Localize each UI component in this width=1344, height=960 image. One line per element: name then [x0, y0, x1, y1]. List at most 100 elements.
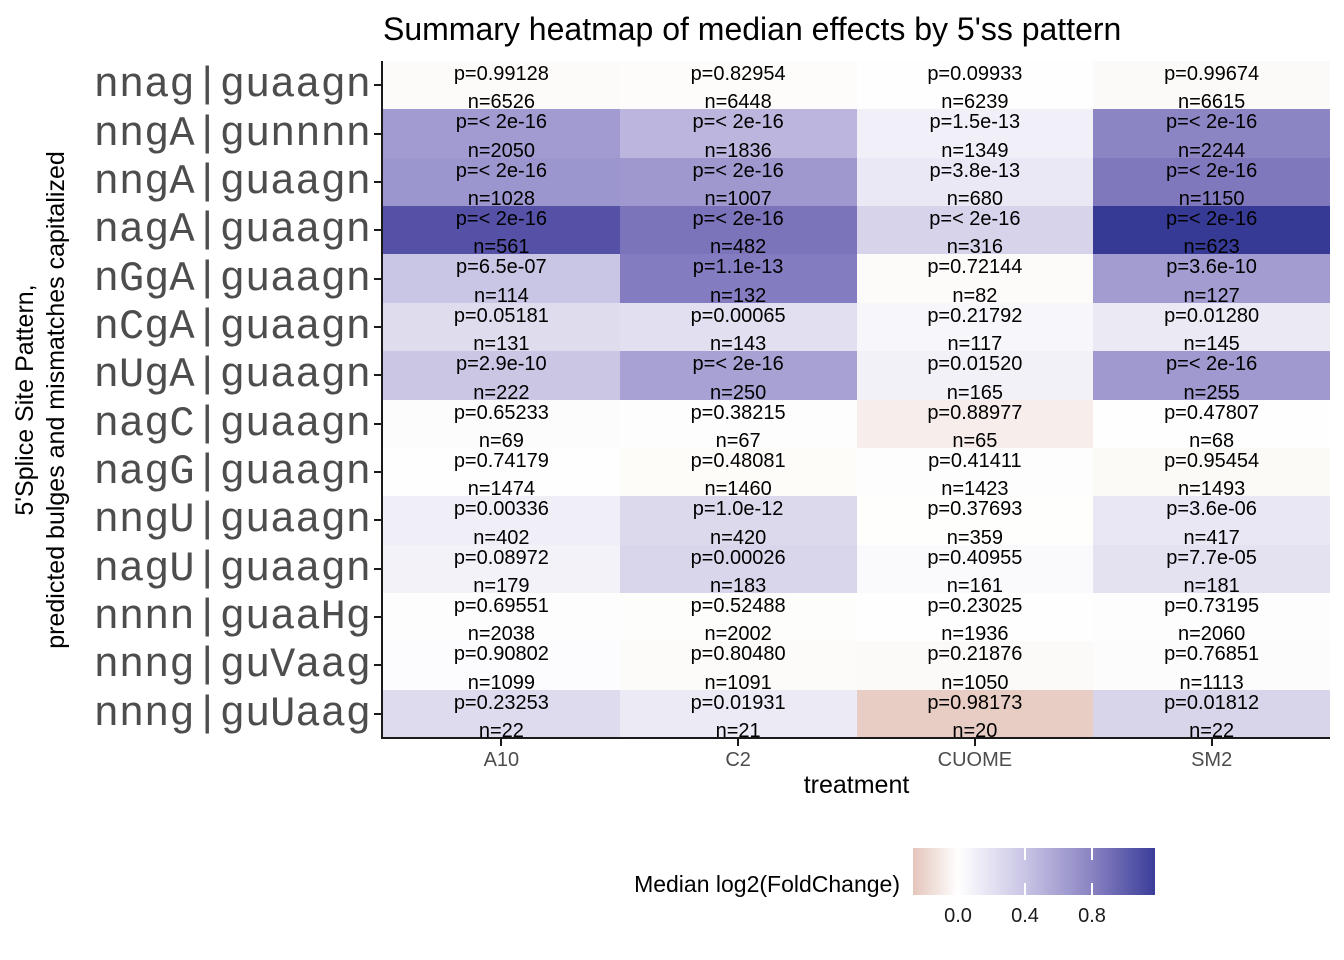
- legend-tick-mark: [957, 848, 959, 860]
- cell-n-count: n=1474: [467, 478, 536, 501]
- cell-n-count: n=20: [952, 720, 998, 742]
- y-axis-tick: [374, 180, 381, 183]
- y-axis-label-nnng|guUaag: nnng|guUaag: [93, 689, 371, 738]
- cell-n-count: n=6526: [467, 91, 536, 114]
- heatmap-cell-nagA|guaagn-C2: p=< 2e-16 n=482: [619, 206, 857, 258]
- cell-p-value: p=0.82954: [690, 63, 786, 85]
- cell-p-value: p=0.41411: [928, 449, 1022, 472]
- cell-n-count: n=145: [1183, 333, 1240, 356]
- cell-p-value: p=0.48081: [690, 449, 786, 472]
- cell-n-count: n=68: [1189, 429, 1235, 452]
- heatmap-cell-nnng|guUaag-A10: p=0.23253 n=22: [383, 689, 620, 742]
- heatmap-cell-nUgA|guaagn-CUOME: p=0.01520 n=165: [856, 351, 1094, 404]
- cell-n-count: n=181: [1183, 574, 1240, 597]
- cell-n-count: n=1493: [1177, 478, 1246, 501]
- cell-n-count: n=1460: [704, 478, 772, 501]
- cell-n-count: n=2002: [704, 623, 772, 646]
- heatmap-cell-nnng|guUaag-C2: p=0.01931 n=21: [619, 689, 857, 742]
- legend-tick-mark: [1024, 883, 1026, 895]
- cell-n-count: n=1091: [704, 671, 772, 694]
- cell-p-value: p=0.99128: [453, 63, 549, 85]
- heatmap-cell-nnnn|guaaHg-CUOME: p=0.23025 n=1936: [856, 592, 1094, 645]
- heatmap-cell-nnag|guaagn-CUOME: p=0.09933 n=6239: [856, 61, 1094, 113]
- cell-n-count: n=179: [473, 574, 530, 597]
- y-axis-label-nagC|guaagn: nagC|guaagn: [93, 399, 371, 448]
- heatmap-cell-nagG|guaagn-SM2: p=0.95454 n=1493: [1093, 447, 1330, 500]
- cell-p-value: p=< 2e-16: [692, 159, 784, 182]
- cell-p-value: p=< 2e-16: [1166, 353, 1258, 376]
- cell-n-count: n=402: [473, 526, 530, 549]
- y-axis-tick: [374, 132, 381, 135]
- legend-tick-label-0.8: 0.8: [1078, 905, 1106, 927]
- cell-n-count: n=65: [952, 429, 998, 452]
- cell-n-count: n=680: [946, 188, 1003, 211]
- y-axis-label-nnnn|guaaHg: nnnn|guaaHg: [93, 593, 371, 642]
- cell-p-value: p=< 2e-16: [929, 208, 1021, 231]
- heatmap-cell-nGgA|guaagn-A10: p=6.5e-07 n=114: [383, 254, 620, 307]
- cell-p-value: p=0.73195: [1164, 594, 1260, 617]
- cell-n-count: n=1050: [941, 671, 1009, 694]
- cell-p-value: p=0.01931: [690, 691, 786, 714]
- cell-p-value: p=0.88977: [927, 401, 1023, 424]
- cell-p-value: p=0.09933: [927, 63, 1023, 85]
- heatmap-cell-nnng|guUaag-CUOME: p=0.98173 n=20: [856, 689, 1094, 742]
- y-axis-label-nCgA|guaagn: nCgA|guaagn: [93, 302, 371, 351]
- cell-n-count: n=6239: [941, 91, 1009, 114]
- cell-p-value: p=0.90802: [453, 643, 549, 666]
- cell-p-value: p=1.1e-13: [692, 256, 784, 279]
- heatmap-cell-nCgA|guaagn-SM2: p=0.01280 n=145: [1093, 302, 1330, 355]
- cell-p-value: p=0.01280: [1164, 304, 1260, 327]
- cell-n-count: n=1349: [941, 139, 1009, 162]
- heatmap-cell-nGgA|guaagn-SM2: p=3.6e-10 n=127: [1093, 254, 1330, 307]
- cell-p-value: p=0.80480: [690, 643, 786, 666]
- heatmap-cell-nagC|guaagn-SM2: p=0.47807 n=68: [1093, 399, 1330, 452]
- heatmap-cell-nGgA|guaagn-C2: p=1.1e-13 n=132: [619, 254, 857, 307]
- heatmap-cell-nUgA|guaagn-A10: p=2.9e-10 n=222: [383, 351, 620, 404]
- cell-n-count: n=1099: [467, 671, 536, 694]
- y-axis-label-nUgA|guaagn: nUgA|guaagn: [93, 351, 371, 400]
- legend-gradient-bar: [913, 848, 1155, 895]
- legend-tick-label-0.0: 0.0: [944, 905, 972, 927]
- heatmap-cell-nnag|guaagn-A10: p=0.99128 n=6526: [383, 61, 620, 113]
- heatmap-cell-nnnn|guaaHg-A10: p=0.69551 n=2038: [383, 592, 620, 645]
- y-axis-tick: [374, 712, 381, 715]
- heatmap-cell-nagC|guaagn-CUOME: p=0.88977 n=65: [856, 399, 1094, 452]
- x-axis-tick: [737, 739, 740, 746]
- y-axis-tick: [374, 519, 381, 522]
- heatmap-cell-nCgA|guaagn-A10: p=0.05181 n=131: [383, 302, 620, 355]
- y-axis-label-nngA|guaagn: nngA|guaagn: [93, 157, 371, 206]
- cell-p-value: p=3.8e-13: [929, 159, 1021, 182]
- cell-n-count: n=417: [1183, 526, 1240, 549]
- heatmap-cell-nagG|guaagn-A10: p=0.74179 n=1474: [383, 447, 620, 500]
- cell-n-count: n=161: [946, 574, 1003, 597]
- y-axis-label-nnag|guaagn: nnag|guaagn: [93, 61, 371, 110]
- x-axis-title: treatment: [803, 771, 910, 799]
- legend-tick-mark: [1091, 883, 1093, 895]
- heatmap-cell-nnag|guaagn-SM2: p=0.99674 n=6615: [1093, 61, 1330, 113]
- heatmap-cell-nnng|guVaag-C2: p=0.80480 n=1091: [619, 641, 857, 694]
- heatmap-cell-nagA|guaagn-SM2: p=< 2e-16 n=623: [1093, 206, 1330, 258]
- cell-n-count: n=82: [952, 284, 998, 307]
- cell-n-count: n=1150: [1178, 188, 1245, 211]
- y-axis-label-nngU|guaagn: nngU|guaagn: [93, 496, 371, 545]
- cell-n-count: n=1836: [704, 139, 772, 162]
- cell-n-count: n=316: [946, 236, 1003, 259]
- cell-n-count: n=1423: [941, 478, 1009, 501]
- x-axis-tick: [1210, 739, 1213, 746]
- cell-p-value: p=< 2e-16: [692, 208, 784, 231]
- cell-p-value: p=0.37693: [927, 498, 1023, 521]
- cell-p-value: p=0.00026: [690, 546, 786, 569]
- cell-n-count: n=2050: [467, 139, 536, 162]
- heatmap-cell-nnng|guVaag-A10: p=0.90802 n=1099: [383, 641, 620, 694]
- cell-n-count: n=114: [474, 284, 529, 307]
- heatmap-cell-nagU|guaagn-SM2: p=7.7e-05 n=181: [1093, 544, 1330, 597]
- cell-p-value: p=< 2e-16: [692, 111, 784, 134]
- y-axis-label-nngA|gunnnn: nngA|gunnnn: [93, 109, 371, 158]
- heatmap-cell-nnnn|guaaHg-C2: p=0.52488 n=2002: [619, 592, 857, 645]
- legend-tick-mark: [1024, 848, 1026, 860]
- heatmap-cell-nagA|guaagn-CUOME: p=< 2e-16 n=316: [856, 206, 1094, 258]
- cell-n-count: n=623: [1183, 236, 1240, 259]
- heatmap-cell-nngA|gunnnn-C2: p=< 2e-16 n=1836: [619, 109, 857, 162]
- y-axis-tick: [374, 422, 381, 425]
